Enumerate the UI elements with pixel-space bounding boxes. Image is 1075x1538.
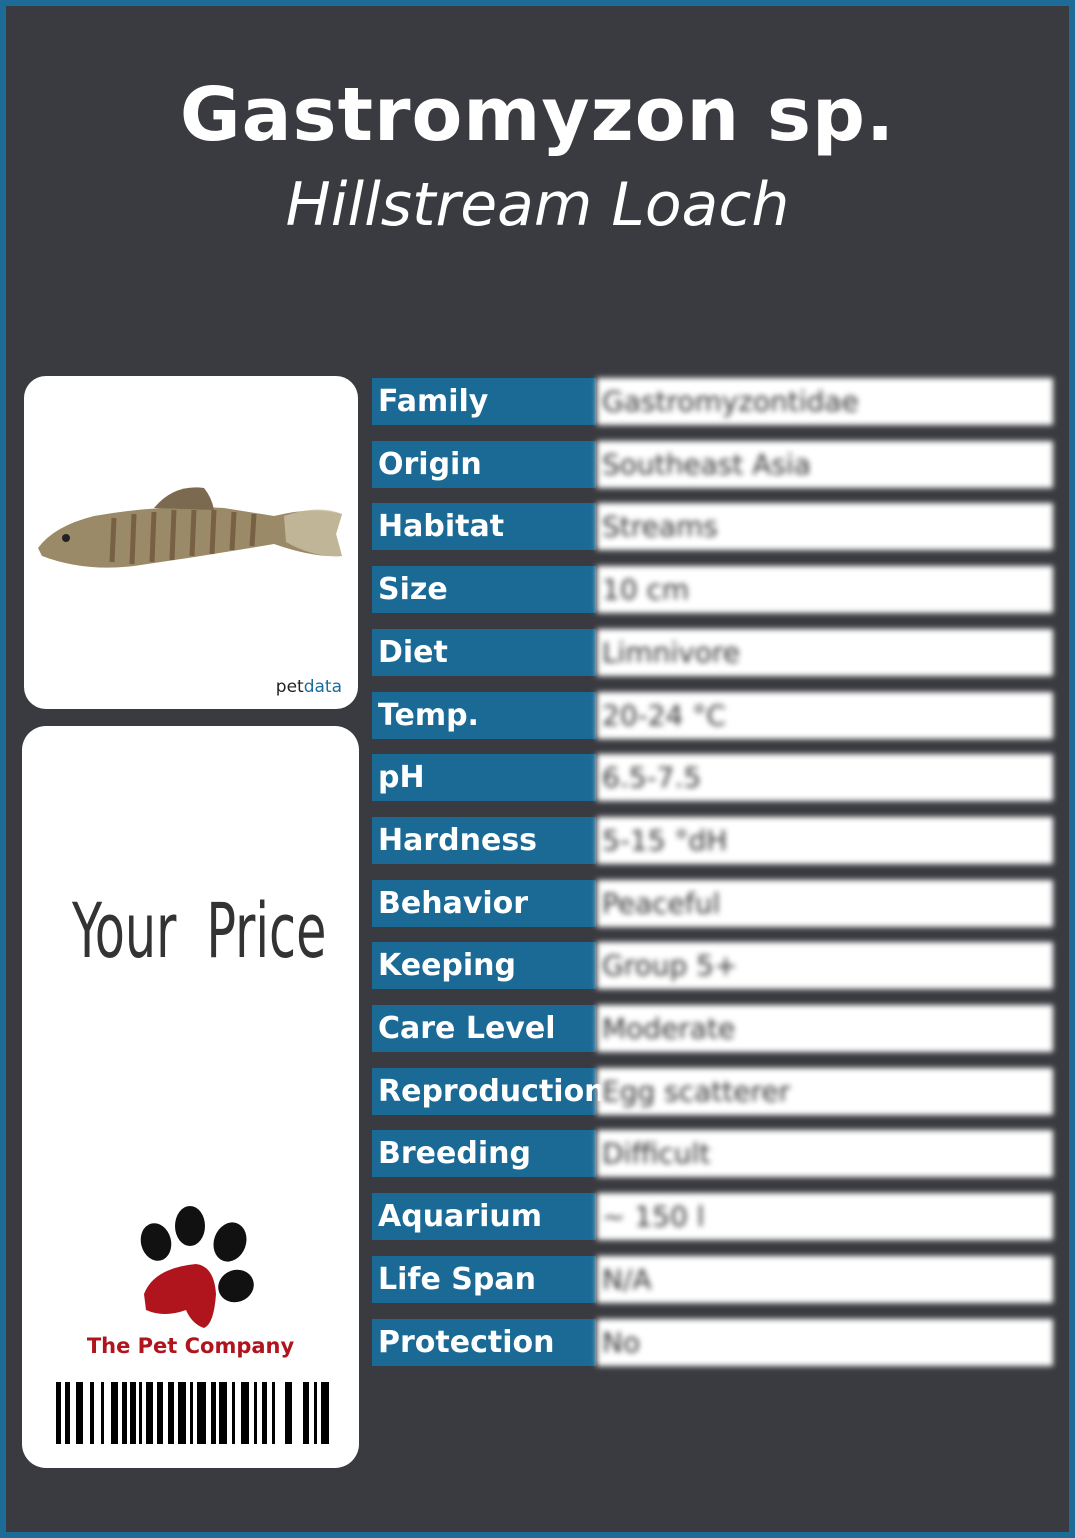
fact-label: Size bbox=[372, 566, 596, 614]
barcode-bar bbox=[232, 1382, 235, 1444]
barcode-bar bbox=[157, 1382, 163, 1444]
barcode-bar bbox=[285, 1382, 292, 1444]
fact-label: Temp. bbox=[372, 691, 596, 739]
petdata-logo: petdata bbox=[276, 677, 342, 697]
barcode-bar bbox=[122, 1382, 127, 1444]
fact-value: Southeast Asia bbox=[597, 440, 1053, 488]
fact-row: Family Gastromyzontidae bbox=[372, 378, 1053, 425]
fact-row: Aquarium ~ 150 l bbox=[372, 1193, 1053, 1241]
barcode-bar bbox=[139, 1382, 142, 1444]
barcode-bar bbox=[262, 1382, 267, 1444]
fact-row: Size 10 cm bbox=[372, 566, 1053, 614]
fact-label: pH bbox=[372, 754, 596, 802]
species-title: Gastromyzon sp. bbox=[179, 72, 896, 158]
fact-row: Origin Southeast Asia bbox=[372, 440, 1053, 488]
fact-label: Care Level bbox=[372, 1005, 596, 1052]
fact-value: N/A bbox=[597, 1255, 1053, 1303]
barcode-bar bbox=[130, 1382, 136, 1444]
fact-label: Life Span bbox=[372, 1255, 596, 1303]
fact-value: 6.5-7.5 bbox=[597, 754, 1053, 802]
fact-row: Life Span N/A bbox=[372, 1255, 1053, 1303]
fact-row: Reproduction Egg scatterer bbox=[372, 1067, 1053, 1115]
fact-row: Hardness 5-15 °dH bbox=[372, 816, 1053, 864]
fact-value: Limnivore bbox=[597, 628, 1053, 676]
barcode-bar bbox=[168, 1382, 174, 1444]
fact-label: Behavior bbox=[372, 879, 596, 927]
fact-row: Care Level Moderate bbox=[372, 1005, 1053, 1052]
barcode-bar bbox=[272, 1382, 275, 1444]
fact-label: Breeding bbox=[372, 1130, 596, 1178]
paw-icon bbox=[140, 1206, 254, 1328]
fact-label: Aquarium bbox=[372, 1193, 596, 1241]
fact-value: Peaceful bbox=[597, 879, 1053, 927]
fact-label: Habitat bbox=[372, 503, 596, 551]
barcode-bar bbox=[190, 1382, 193, 1444]
common-name: Hillstream Loach bbox=[285, 170, 790, 240]
fact-value: 10 cm bbox=[597, 566, 1053, 614]
barcode-bar bbox=[197, 1382, 206, 1444]
fact-value: No bbox=[597, 1318, 1053, 1366]
fact-label: Hardness bbox=[372, 816, 596, 864]
fact-value: Moderate bbox=[597, 1005, 1053, 1052]
barcode-bar bbox=[76, 1382, 83, 1444]
fact-value: ~ 150 l bbox=[597, 1193, 1053, 1241]
fact-label: Keeping bbox=[372, 942, 596, 990]
barcode-bar bbox=[254, 1382, 257, 1444]
fact-value: Gastromyzontidae bbox=[597, 378, 1053, 425]
barcode-bar bbox=[321, 1382, 329, 1444]
fact-value: Group 5+ bbox=[597, 942, 1053, 990]
barcode-bar bbox=[111, 1382, 118, 1444]
fact-value: Streams bbox=[597, 503, 1053, 551]
fact-row: Protection No bbox=[372, 1318, 1053, 1366]
fact-row: Breeding Difficult bbox=[372, 1130, 1053, 1178]
barcode-bar bbox=[65, 1382, 70, 1444]
fish-image bbox=[38, 487, 342, 568]
fact-row: Habitat Streams bbox=[372, 503, 1053, 551]
fact-row: Diet Limnivore bbox=[372, 628, 1053, 676]
fact-label: Protection bbox=[372, 1318, 596, 1366]
fact-row: Keeping Group 5+ bbox=[372, 942, 1053, 990]
price-label: Your Price bbox=[72, 886, 327, 975]
price-panel: Your Price The Pet Company bbox=[22, 726, 359, 1468]
barcode-bar bbox=[211, 1382, 216, 1444]
barcode bbox=[56, 1382, 329, 1444]
fact-value: 5-15 °dH bbox=[597, 816, 1053, 864]
fact-row: pH 6.5-7.5 bbox=[372, 754, 1053, 802]
barcode-bar bbox=[314, 1382, 317, 1444]
fact-label: Origin bbox=[372, 440, 596, 488]
barcode-bar bbox=[241, 1382, 249, 1444]
fact-row: Behavior Peaceful bbox=[372, 879, 1053, 927]
fact-value: Egg scatterer bbox=[597, 1067, 1053, 1115]
credit-suffix: data bbox=[303, 677, 342, 697]
fish-photo-panel: petdata bbox=[24, 376, 358, 709]
fact-label: Reproduction bbox=[372, 1067, 606, 1115]
barcode-bar bbox=[90, 1382, 94, 1444]
barcode-bar bbox=[303, 1382, 309, 1444]
barcode-bar bbox=[219, 1382, 227, 1444]
company-name: The Pet Company bbox=[86, 1334, 295, 1358]
barcode-bar bbox=[146, 1382, 153, 1444]
barcode-bar bbox=[178, 1382, 186, 1444]
fact-label: Diet bbox=[372, 628, 596, 676]
fact-row: Temp. 20-24 °C bbox=[372, 691, 1053, 739]
fact-label: Family bbox=[372, 378, 596, 425]
credit-prefix: pet bbox=[275, 677, 304, 697]
barcode-bar bbox=[101, 1382, 104, 1444]
fact-value: 20-24 °C bbox=[597, 691, 1053, 739]
fact-value: Difficult bbox=[597, 1130, 1053, 1178]
barcode-bar bbox=[56, 1382, 61, 1444]
